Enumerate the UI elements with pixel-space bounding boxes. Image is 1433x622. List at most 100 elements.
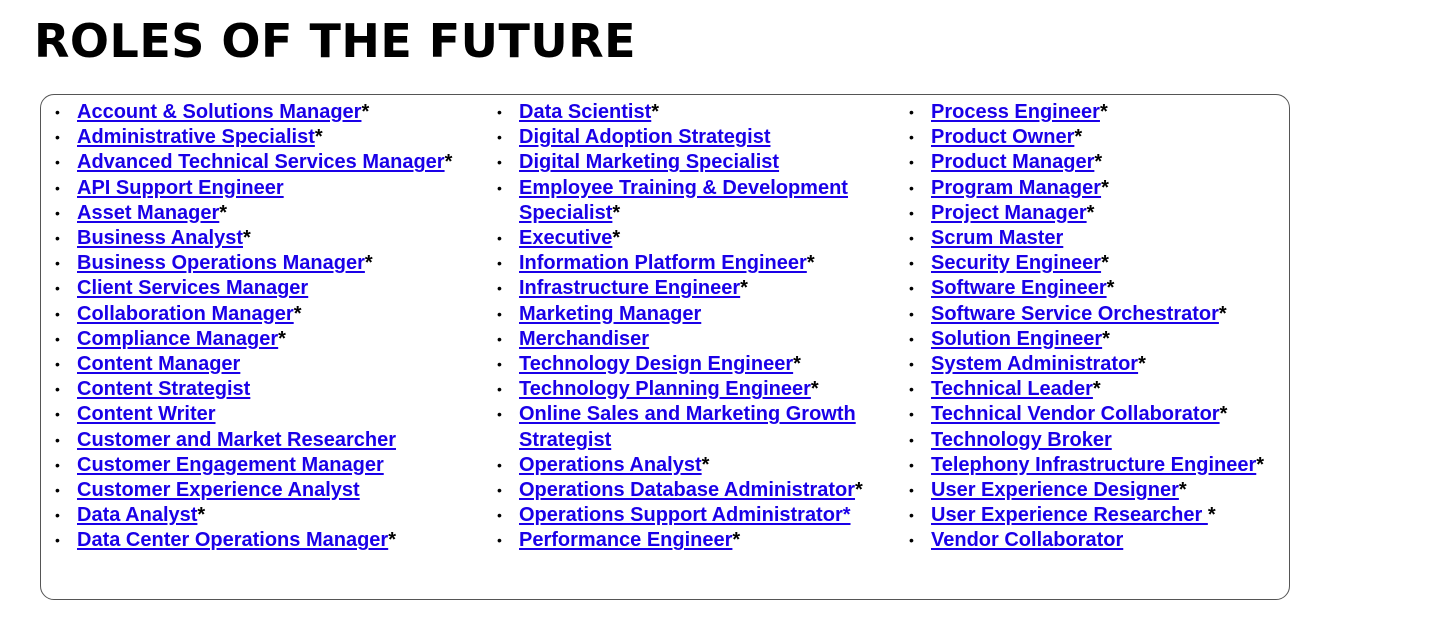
role-link[interactable]: Technical Leader <box>931 378 1093 401</box>
role-asterisk: * <box>1219 403 1228 426</box>
bullet-icon: • <box>909 330 914 347</box>
role-link[interactable]: Infrastructure Engineer <box>519 277 741 300</box>
role-link[interactable]: Business Operations Manager <box>77 252 365 275</box>
role-list-item: • Data Center Operations Manager* <box>55 528 495 553</box>
role-link[interactable]: Advanced Technical Services Manager <box>77 151 445 174</box>
role-list-item: • Scrum Master <box>909 226 1289 251</box>
bullet-icon: • <box>909 154 914 171</box>
role-link[interactable]: Data Center Operations Manager <box>77 529 389 552</box>
role-link[interactable]: Technology Planning Engineer <box>519 378 811 401</box>
role-link[interactable]: Account & Solutions Manager <box>77 101 362 123</box>
role-link[interactable]: Marketing Manager <box>519 302 702 325</box>
role-link[interactable]: Collaboration Manager <box>77 302 294 325</box>
role-link[interactable]: Customer and Market Researcher <box>77 428 397 451</box>
role-list-item: • Business Operations Manager* <box>55 251 495 276</box>
role-link[interactable]: Security Engineer <box>931 252 1102 275</box>
role-link[interactable]: Process Engineer <box>931 101 1100 123</box>
bullet-icon: • <box>909 482 914 499</box>
role-link[interactable]: Data Scientist <box>519 101 652 123</box>
role-link[interactable]: API Support Engineer <box>77 176 284 199</box>
bullet-icon: • <box>55 507 60 524</box>
role-link[interactable]: User Experience Designer <box>931 479 1179 502</box>
role-list-item: • Operations Support Administrator* <box>497 503 902 528</box>
role-list-item: • Advanced Technical Services Manager* <box>55 150 495 175</box>
role-list-item: • Infrastructure Engineer* <box>497 276 902 301</box>
role-link[interactable]: Content Writer <box>77 403 216 426</box>
role-list-item: • Operations Analyst* <box>497 453 902 478</box>
roles-column-3: • Process Engineer* • Product Owner* • Produc… <box>909 100 1289 554</box>
role-link[interactable]: Technology Broker <box>931 428 1112 451</box>
role-link[interactable]: Administrative Specialist <box>77 126 315 149</box>
role-asterisk: * <box>612 227 621 250</box>
role-list-item: • Software Service Orchestrator* <box>909 302 1289 327</box>
role-asterisk: * <box>444 151 453 174</box>
bullet-icon: • <box>55 305 60 322</box>
role-asterisk: * <box>364 252 373 275</box>
bullet-icon: • <box>55 456 60 473</box>
bullet-icon: • <box>909 129 914 146</box>
role-list-item: • Technology Broker <box>909 428 1289 453</box>
role-asterisk: * <box>1094 151 1103 174</box>
role-asterisk: * <box>278 327 286 350</box>
role-list-item: • Employee Training & Development Special… <box>497 176 902 226</box>
role-asterisk: * <box>1106 277 1115 300</box>
role-link[interactable]: Program Manager <box>931 176 1102 199</box>
role-list-item: • Data Analyst* <box>55 503 495 528</box>
role-link[interactable]: Customer Engagement Manager <box>77 453 384 476</box>
role-link[interactable]: Data Analyst <box>77 504 198 527</box>
role-link[interactable]: Operations Database Administrator <box>519 479 856 502</box>
bullet-icon: • <box>55 179 60 196</box>
role-link[interactable]: Software Service Orchestrator <box>931 302 1219 325</box>
role-link[interactable]: Compliance Manager <box>77 327 279 350</box>
role-link[interactable]: Telephony Infrastructure Engineer <box>931 453 1257 476</box>
role-link[interactable]: Digital Adoption Strategist <box>519 126 771 149</box>
bullet-icon: • <box>909 356 914 373</box>
role-link[interactable]: Content Manager <box>77 353 241 376</box>
role-link[interactable]: Online Sales and Marketing Growth Strate… <box>519 403 856 451</box>
role-link[interactable]: Executive <box>519 227 613 250</box>
role-asterisk: * <box>810 378 819 401</box>
role-link[interactable]: User Experience Researcher <box>931 504 1208 527</box>
bullet-icon: • <box>55 230 60 247</box>
role-link[interactable]: Technical Vendor Collaborator <box>931 403 1220 426</box>
role-link[interactable]: Client Services Manager <box>77 277 309 300</box>
role-list-item: • Customer Engagement Manager <box>55 453 495 478</box>
role-asterisk: * <box>651 101 660 123</box>
role-link[interactable]: Product Manager <box>931 151 1095 174</box>
role-link[interactable]: Product Owner <box>931 126 1075 149</box>
role-link[interactable]: Information Platform Engineer <box>519 252 807 275</box>
bullet-icon: • <box>909 305 914 322</box>
bullet-icon: • <box>909 456 914 473</box>
role-list-item: • Solution Engineer* <box>909 327 1289 352</box>
role-list-item: • Merchandiser <box>497 327 902 352</box>
role-link[interactable]: Merchandiser <box>519 327 650 350</box>
bullet-icon: • <box>497 255 502 272</box>
role-link[interactable]: Operations Support Administrator* <box>519 504 851 527</box>
role-link[interactable]: Content Strategist <box>77 378 251 401</box>
bullet-icon: • <box>497 532 502 549</box>
role-link[interactable]: Digital Marketing Specialist <box>519 151 780 174</box>
role-link[interactable]: System Administrator <box>931 353 1139 376</box>
role-link[interactable]: Scrum Master <box>931 227 1064 250</box>
role-link[interactable]: Software Engineer <box>931 277 1107 300</box>
role-list-item: • API Support Engineer <box>55 176 495 201</box>
role-list-item: • Business Analyst* <box>55 226 495 251</box>
role-link[interactable]: Operations Analyst <box>519 453 702 476</box>
role-asterisk: * <box>1074 126 1083 149</box>
bullet-icon: • <box>497 356 502 373</box>
role-link[interactable]: Employee Training & Development Speciali… <box>519 176 848 224</box>
role-link[interactable]: Asset Manager <box>77 201 220 224</box>
role-link[interactable]: Business Analyst <box>77 227 243 250</box>
bullet-icon: • <box>909 104 914 120</box>
role-asterisk: * <box>197 504 206 527</box>
role-link[interactable]: Solution Engineer <box>931 327 1103 350</box>
role-asterisk: * <box>740 277 748 300</box>
role-link[interactable]: Project Manager <box>931 201 1087 224</box>
role-asterisk: * <box>243 227 251 250</box>
role-link[interactable]: Customer Experience Analyst <box>77 479 360 502</box>
role-link[interactable]: Performance Engineer <box>519 529 733 552</box>
role-link[interactable]: Vendor Collaborator <box>931 529 1124 552</box>
roles-column-1: • Account & Solutions Manager* • Administra… <box>55 100 495 554</box>
role-link[interactable]: Technology Design Engineer <box>519 353 794 376</box>
role-list-item: • Account & Solutions Manager* <box>55 100 495 125</box>
